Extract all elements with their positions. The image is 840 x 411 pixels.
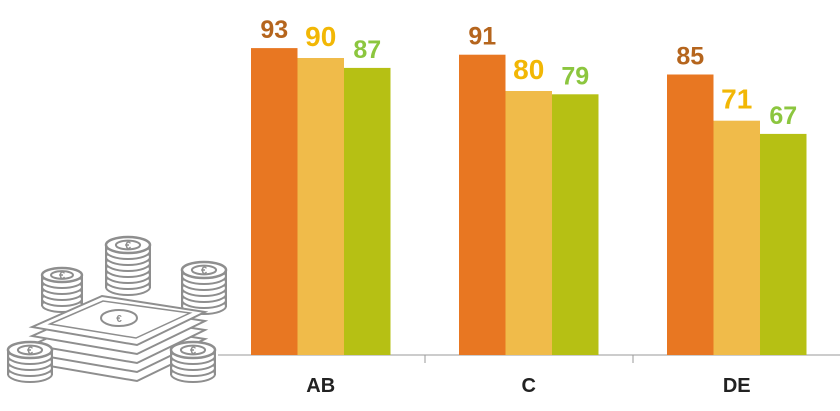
bars-group bbox=[251, 48, 807, 356]
value-label-c-3: 79 bbox=[561, 62, 589, 90]
svg-text:€: € bbox=[190, 345, 196, 357]
value-label-c-2: 80 bbox=[513, 54, 544, 85]
value-label-de-3: 67 bbox=[769, 102, 797, 130]
category-label-c: C bbox=[522, 375, 536, 397]
bar-c-1 bbox=[459, 54, 506, 355]
svg-text:€: € bbox=[125, 240, 131, 252]
coin-stack-icon: € bbox=[104, 235, 152, 296]
svg-text:€: € bbox=[27, 345, 33, 357]
category-labels-group: AB C DE bbox=[306, 375, 750, 397]
bar-de-1 bbox=[667, 74, 714, 355]
category-label-ab: AB bbox=[306, 375, 335, 397]
value-labels-group: 93 90 87 91 80 79 85 71 67 bbox=[260, 16, 797, 130]
bar-c-2 bbox=[505, 91, 552, 355]
svg-text:€: € bbox=[201, 265, 207, 277]
bar-ab-2 bbox=[297, 58, 344, 355]
coin-stack-icon: € bbox=[169, 340, 217, 383]
category-label-de: DE bbox=[723, 375, 751, 397]
bar-ab-3 bbox=[344, 67, 391, 356]
value-label-ab-2: 90 bbox=[305, 21, 336, 52]
bar-de-2 bbox=[713, 120, 760, 355]
coin-stack-icon: € bbox=[40, 266, 84, 313]
value-label-c-1: 91 bbox=[468, 23, 496, 51]
x-axis bbox=[218, 354, 840, 363]
value-label-ab-3: 87 bbox=[353, 36, 381, 64]
coin-stack-icon: € bbox=[6, 340, 54, 383]
value-label-ab-1: 93 bbox=[260, 16, 288, 44]
coin-stack-icon: € bbox=[180, 260, 228, 315]
svg-text:€: € bbox=[116, 314, 122, 325]
bar-ab-1 bbox=[251, 48, 298, 355]
svg-text:€: € bbox=[59, 270, 65, 282]
bar-c-3 bbox=[552, 94, 599, 356]
value-label-de-1: 85 bbox=[676, 43, 704, 71]
banknote-stack-icon: € bbox=[28, 294, 209, 383]
bar-de-3 bbox=[760, 133, 807, 355]
euro-money-stack-icon: € € € € € € bbox=[6, 235, 228, 383]
value-label-de-2: 71 bbox=[721, 84, 752, 115]
